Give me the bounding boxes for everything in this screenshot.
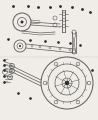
Circle shape xyxy=(19,45,21,47)
Circle shape xyxy=(21,21,23,23)
Circle shape xyxy=(65,81,69,85)
